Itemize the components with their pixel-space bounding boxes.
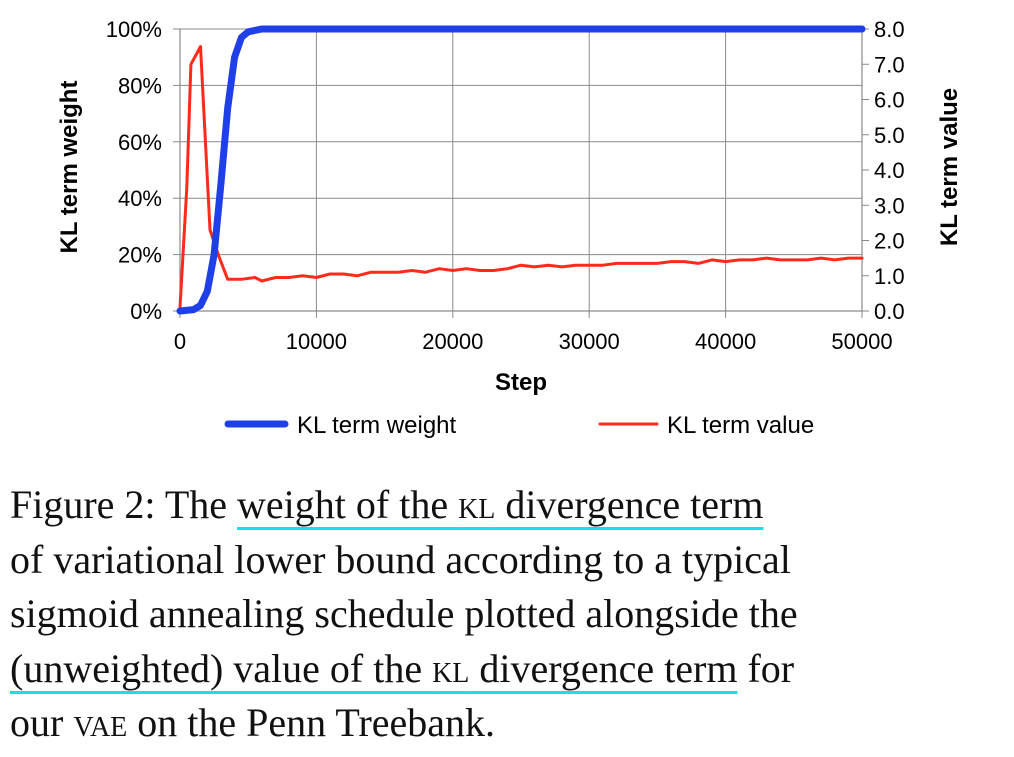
legend-label-kl-term-weight: KL term weight [297,412,457,439]
caption-text: our [10,700,74,745]
caption-highlighted-text: (unweighted) value of the [10,645,433,691]
left-y-axis-tick-labels: 0% 20% 40% 60% 80% 100% [106,17,162,324]
x-tick-label: 50000 [831,329,892,354]
right-y-tick-label: 4.0 [874,158,905,183]
chart-legend: KL term weight KL term value [224,412,814,439]
caption-line: of variational lower bound according to … [10,533,1010,588]
caption-text: of variational lower bound according to … [10,536,791,582]
caption-line: our vae on the Penn Treebank. [10,696,1010,751]
caption-highlighted-text: kl [432,645,470,691]
kl-annealing-chart: 0 10000 20000 30000 40000 50000 0% 20% 40% 60% 80… [56,17,963,439]
x-tick-label: 10000 [286,329,347,354]
left-y-tick-label: 40% [118,186,162,211]
left-y-tick-label: 60% [118,130,162,155]
caption-line: sigmoid annealing schedule plotted along… [10,587,1010,642]
left-y-tick-label: 100% [106,17,162,42]
right-y-tick-label: 8.0 [874,17,905,42]
right-y-tick-label: 0.0 [874,299,905,324]
caption-highlighted-text: divergence term [495,482,764,527]
left-y-tick-label: 20% [118,243,162,268]
caption-line: (unweighted) value of the kl divergence … [10,642,1010,697]
chart-series [176,25,866,315]
x-tick-label: 20000 [422,329,483,354]
left-y-tick-label: 80% [118,73,162,98]
x-tick-label: 30000 [559,329,620,354]
left-y-tick-label: 0% [130,299,162,324]
right-y-axis-label: KL term value [936,88,963,246]
x-axis-label: Step [495,369,547,396]
figure-caption: Figure 2: The weight of the kl divergenc… [10,478,1010,751]
caption-highlighted-text: divergence term [469,645,738,691]
caption-highlighted-text: kl [458,482,496,527]
right-y-tick-label: 6.0 [874,88,905,113]
x-tick-label: 0 [174,329,186,354]
x-axis-tick-labels: 0 10000 20000 30000 40000 50000 [174,329,893,354]
legend-label-kl-term-value: KL term value [667,412,814,439]
caption-text: on the Penn Treebank. [127,700,496,745]
left-y-axis-label: KL term weight [56,81,83,254]
x-tick-label: 40000 [695,329,756,354]
caption-text: for [737,645,795,691]
right-y-tick-label: 2.0 [874,229,905,254]
caption-text: sigmoid annealing schedule plotted along… [10,591,798,636]
caption-text: Figure 2: The [10,482,238,527]
caption-line: Figure 2: The weight of the kl divergenc… [10,478,1010,533]
chart-axes [173,28,869,318]
caption-text: vae [73,700,128,745]
right-y-tick-label: 7.0 [874,52,905,77]
right-y-tick-label: 1.0 [874,264,905,289]
kl-term-weight-line [176,25,866,315]
right-y-axis-tick-labels: 0.0 1.0 2.0 3.0 4.0 5.0 6.0 7.0 8.0 [874,17,905,324]
right-y-tick-label: 5.0 [874,123,905,148]
kl-term-value-line [178,45,864,309]
caption-highlighted-text: weight of the [237,482,459,527]
right-y-tick-label: 3.0 [874,193,905,218]
chart-grid [180,28,862,311]
